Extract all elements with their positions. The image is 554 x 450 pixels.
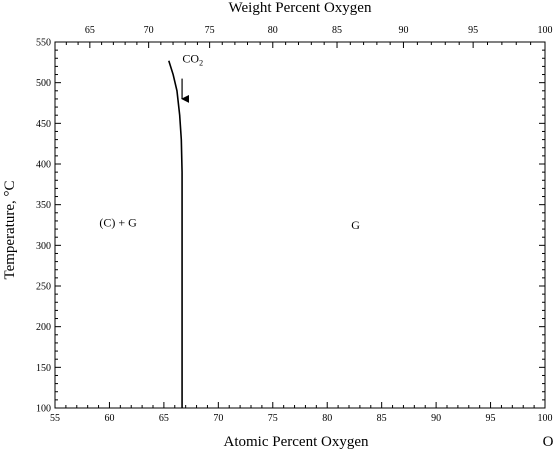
top-tick-label: 100: [538, 25, 553, 36]
x-tick-label: 85: [377, 413, 387, 424]
y-tick-label: 550: [36, 38, 51, 49]
x-tick-label: 70: [213, 413, 223, 424]
top-tick-label: 80: [268, 25, 278, 36]
top-axis-title: Weight Percent Oxygen: [229, 0, 372, 16]
x-tick-label: 90: [431, 413, 441, 424]
y-axis-title: Temperature, °C: [2, 180, 18, 279]
phase-boundary-line: [168, 60, 183, 408]
series-layer: [168, 60, 183, 408]
plot-frame: [54, 41, 546, 409]
y-tick-label: 250: [36, 282, 51, 293]
x-tick-label: 65: [159, 413, 169, 424]
x-tick-label: 60: [104, 413, 114, 424]
x-axis-title: Atomic Percent Oxygen: [224, 434, 369, 450]
region-label: (C) + G: [99, 216, 137, 230]
top-tick-label: 65: [85, 25, 95, 36]
top-tick-label: 70: [144, 25, 154, 36]
x-tick-label: 55: [50, 413, 60, 424]
y-tick-label: 200: [36, 322, 51, 333]
top-tick-label: 85: [332, 25, 342, 36]
x-tick-label: 80: [322, 413, 332, 424]
x-tick-label: 95: [486, 413, 496, 424]
top-tick-label: 95: [468, 25, 478, 36]
y-tick-label: 150: [36, 363, 51, 374]
y-tick-label: 500: [36, 78, 51, 89]
top-tick-label: 75: [205, 25, 215, 36]
x-tick-label: 75: [268, 413, 278, 424]
axis-ticks: [54, 41, 546, 409]
co2-label: CO2: [182, 51, 203, 67]
element-label: O: [543, 434, 554, 450]
annotation-layer: CO2 (C) + G G: [99, 51, 360, 232]
region-label: G: [351, 218, 360, 232]
tick-labels: 55 60 65 70 75 80 85 90 95 100 100 150 200 250 300 350 4…: [36, 25, 553, 424]
y-tick-label: 100: [36, 404, 51, 415]
y-tick-label: 300: [36, 241, 51, 252]
x-tick-label: 100: [538, 413, 553, 424]
y-tick-label: 450: [36, 119, 51, 130]
y-tick-label: 400: [36, 160, 51, 171]
y-tick-label: 350: [36, 200, 51, 211]
top-tick-label: 90: [398, 25, 408, 36]
